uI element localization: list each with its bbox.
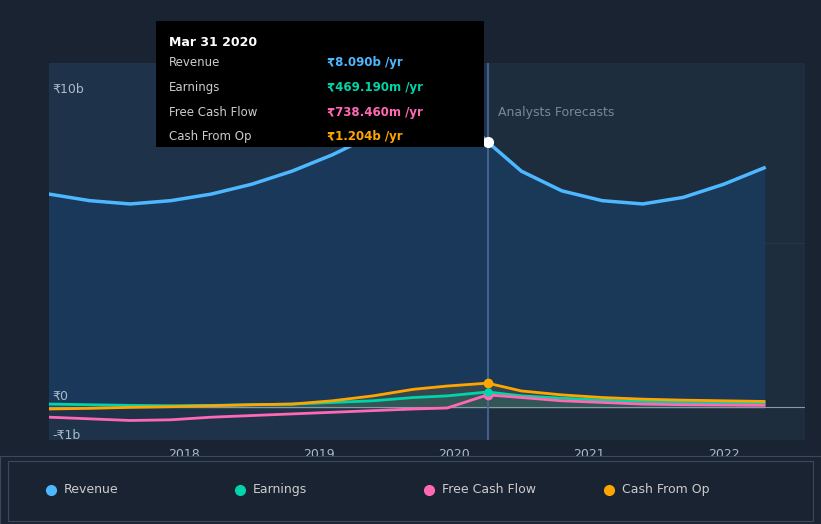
Text: Cash From Op: Cash From Op: [169, 130, 251, 143]
Text: Cash From Op: Cash From Op: [622, 484, 710, 496]
Text: Earnings: Earnings: [253, 484, 307, 496]
Text: -₹1b: -₹1b: [52, 429, 80, 442]
Text: ₹10b: ₹10b: [52, 83, 84, 95]
Bar: [49, 63, 488, 440]
Text: ₹1.204b /yr: ₹1.204b /yr: [327, 130, 402, 143]
Text: Past: Past: [451, 106, 477, 118]
Text: Revenue: Revenue: [64, 484, 119, 496]
Text: ₹8.090b /yr: ₹8.090b /yr: [327, 56, 402, 69]
Text: Earnings: Earnings: [169, 81, 221, 94]
Text: Revenue: Revenue: [169, 56, 221, 69]
Text: ₹0: ₹0: [52, 389, 68, 402]
Text: Analysts Forecasts: Analysts Forecasts: [498, 106, 615, 118]
Text: ₹738.460m /yr: ₹738.460m /yr: [327, 106, 423, 119]
Text: ₹469.190m /yr: ₹469.190m /yr: [327, 81, 423, 94]
Text: Mar 31 2020: Mar 31 2020: [169, 36, 257, 49]
Text: Free Cash Flow: Free Cash Flow: [442, 484, 535, 496]
Text: Free Cash Flow: Free Cash Flow: [169, 106, 258, 119]
